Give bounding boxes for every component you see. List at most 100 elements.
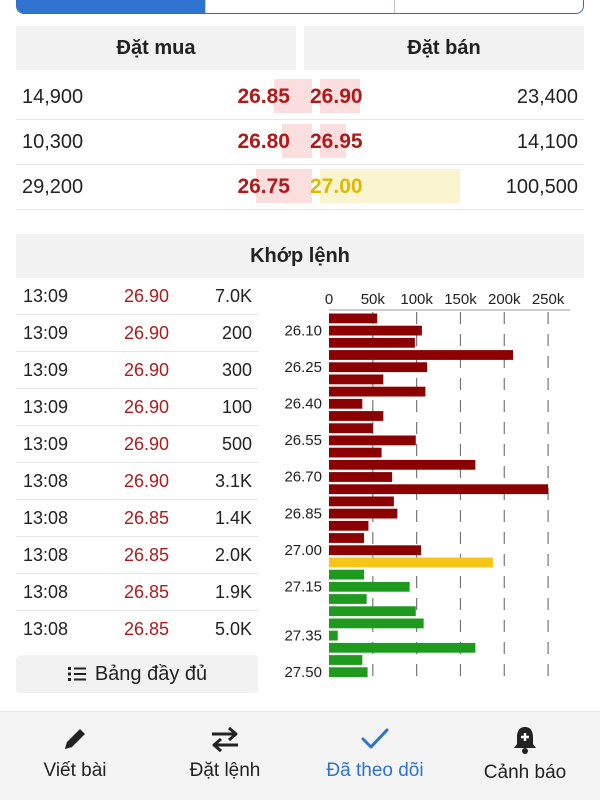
y-tick-label: 26.10 (284, 322, 322, 339)
trade-volume: 300 (221, 360, 252, 380)
tab-label: Đã theo dõi (326, 760, 424, 781)
trade-volume: 500 (221, 434, 252, 454)
bid-volume-bar (256, 169, 312, 203)
tab-alerts[interactable]: Cảnh báo (450, 712, 600, 800)
sell-header: Đặt bán (304, 26, 584, 70)
trade-time: 13:08 (23, 508, 69, 528)
bid-price: 26.85 (237, 85, 290, 108)
trade-row: 13:09 26.90 300 (16, 352, 258, 389)
trade-row: 13:09 26.90 500 (16, 426, 258, 463)
volume-bar (329, 337, 415, 348)
volume-bar (329, 313, 378, 324)
bid-price: 26.75 (237, 175, 290, 198)
bid-qty: 14,900 (22, 86, 84, 108)
trade-volume: 7.0K (214, 286, 252, 306)
volume-bar (329, 386, 426, 397)
y-tick-label: 26.70 (284, 469, 322, 486)
bid-price: 26.80 (237, 130, 290, 153)
volume-bar (329, 411, 384, 421)
tab-following[interactable]: Đã theo dõi (300, 712, 450, 800)
orderbook-row[interactable]: 29,200 26.75 27.00 100,500 (16, 166, 584, 210)
x-tick-label: 250k (532, 291, 565, 308)
full-table-button[interactable]: Bảng đầy đủ (16, 655, 258, 693)
trade-time: 13:08 (23, 471, 69, 491)
row-divider (16, 388, 258, 389)
row-divider (16, 351, 258, 352)
volume-bar (329, 374, 384, 385)
trade-price: 26.90 (124, 434, 170, 454)
trade-price: 26.85 (124, 508, 170, 528)
trade-row: 13:09 26.90 100 (16, 389, 258, 426)
row-divider (16, 536, 258, 537)
trade-volume: 2.0K (214, 545, 252, 565)
volume-bar (329, 325, 422, 336)
tab-place-order[interactable]: Đặt lệnh (150, 712, 300, 800)
x-tick-label: 150k (444, 291, 477, 308)
ask-volume-bar (320, 169, 460, 203)
volume-bar (329, 447, 382, 458)
trade-time: 13:09 (23, 397, 69, 417)
trade-price: 26.90 (124, 360, 170, 380)
volume-bar (329, 667, 368, 678)
bottom-tab-bar: Viết bài Đặt lệnh Đã theo dõi Cảnh báo (0, 711, 600, 800)
volume-bar (329, 545, 422, 556)
row-divider (16, 573, 258, 574)
segment-3[interactable] (395, 0, 583, 13)
swap-arrows-icon (212, 726, 238, 753)
orderbook-row[interactable]: 14,900 26.85 26.90 23,400 (16, 76, 584, 120)
y-tick-label: 27.50 (284, 664, 322, 681)
row-divider (16, 610, 258, 611)
trade-price: 26.85 (124, 545, 170, 565)
tab-label: Đặt lệnh (189, 760, 261, 781)
segment-2[interactable] (206, 0, 395, 13)
volume-bar (329, 350, 514, 360)
y-tick-label: 27.35 (284, 627, 322, 644)
row-divider (16, 314, 258, 315)
trade-row: 13:08 26.90 3.1K (16, 463, 258, 500)
ask-qty: 14,100 (516, 131, 578, 153)
ask-price: 26.90 (310, 85, 363, 108)
ask-price: 26.95 (310, 130, 363, 153)
trade-time: 13:09 (23, 360, 69, 380)
volume-bar (329, 508, 398, 519)
trade-volume: 1.9K (214, 582, 252, 602)
trade-time: 13:09 (23, 323, 69, 343)
trade-time: 13:08 (23, 582, 69, 602)
volume-bar (329, 423, 373, 434)
orderbook-row[interactable]: 10,300 26.80 26.95 14,100 (16, 121, 584, 165)
y-tick-label: 26.40 (284, 396, 322, 413)
volume-bar (329, 581, 410, 592)
trade-volume: 100 (221, 397, 252, 417)
volume-bar (329, 398, 363, 409)
volume-bar (329, 655, 363, 665)
trade-price: 26.90 (124, 471, 170, 491)
row-divider (16, 164, 584, 165)
volume-bar (329, 496, 394, 507)
x-tick-label: 0 (325, 291, 333, 308)
ask-qty: 100,500 (505, 176, 578, 198)
ask-volume-bar (320, 79, 360, 113)
volume-bar (329, 569, 365, 580)
bid-qty: 29,200 (22, 176, 84, 198)
segment-1[interactable] (17, 0, 206, 13)
volume-bar (329, 459, 476, 470)
x-tick-label: 100k (400, 291, 433, 308)
volume-bar (329, 630, 338, 641)
volume-by-price-chart: 0 50k 100k 150k 200k 250k 26.10 26.25 26.40 26.55… (284, 291, 570, 682)
trade-price: 26.85 (124, 619, 170, 639)
trade-price: 26.90 (124, 323, 170, 343)
y-tick-label: 26.25 (284, 359, 322, 376)
top-segmented-control (16, 0, 584, 14)
trade-volume: 200 (221, 323, 252, 343)
trade-time: 13:09 (23, 434, 69, 454)
row-divider (16, 462, 258, 463)
trade-time: 13:08 (23, 545, 69, 565)
trade-price: 26.90 (124, 397, 170, 417)
ask-price: 27.00 (310, 175, 363, 198)
tab-write-post[interactable]: Viết bài (0, 712, 150, 800)
y-tick-label: 26.55 (284, 432, 322, 449)
buy-header: Đặt mua (16, 26, 296, 70)
volume-bar (329, 472, 393, 482)
bell-plus-icon (514, 727, 536, 754)
y-tick-label: 26.85 (284, 505, 322, 522)
